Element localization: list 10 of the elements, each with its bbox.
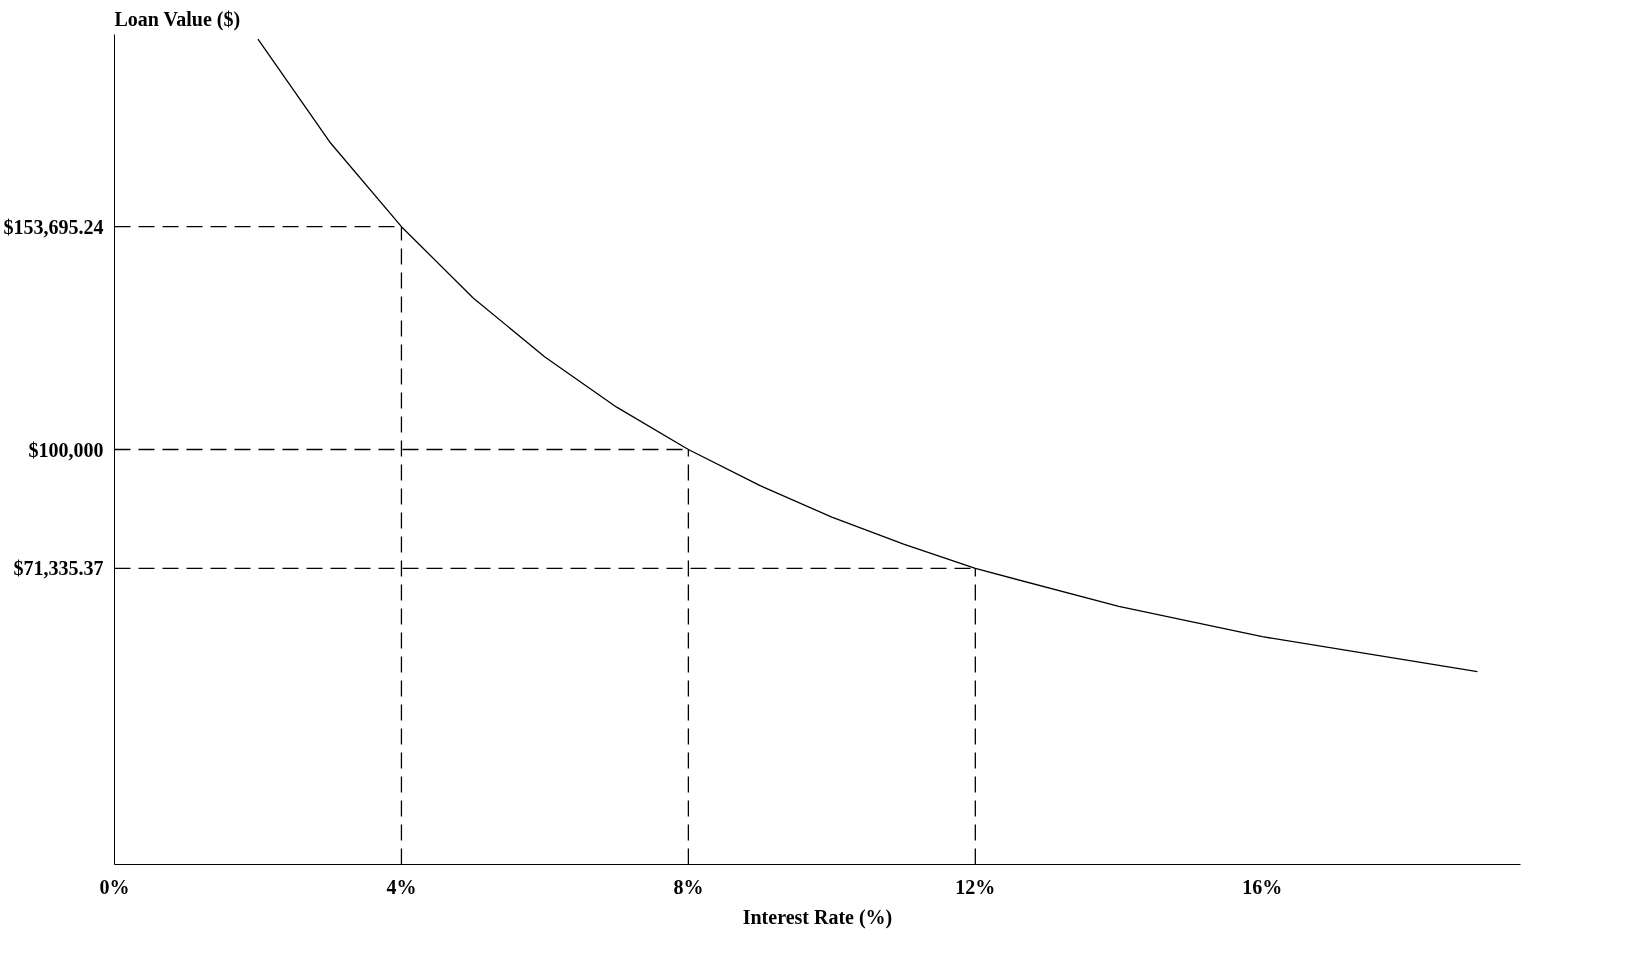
x-tick-label: 4% [386,875,417,898]
x-tick-label: 12% [955,875,996,898]
x-tick-label: 8% [673,875,704,898]
y-tick-label: $100,000 [28,438,104,461]
y-tick-label: $153,695.24 [3,215,104,238]
y-tick-label: $71,335.37 [13,557,104,580]
y-axis-title: Loan Value ($) [114,7,241,31]
x-tick-label: 0% [99,875,130,898]
x-axis-title: Interest Rate (%) [742,905,893,929]
x-tick-label: 16% [1242,875,1283,898]
